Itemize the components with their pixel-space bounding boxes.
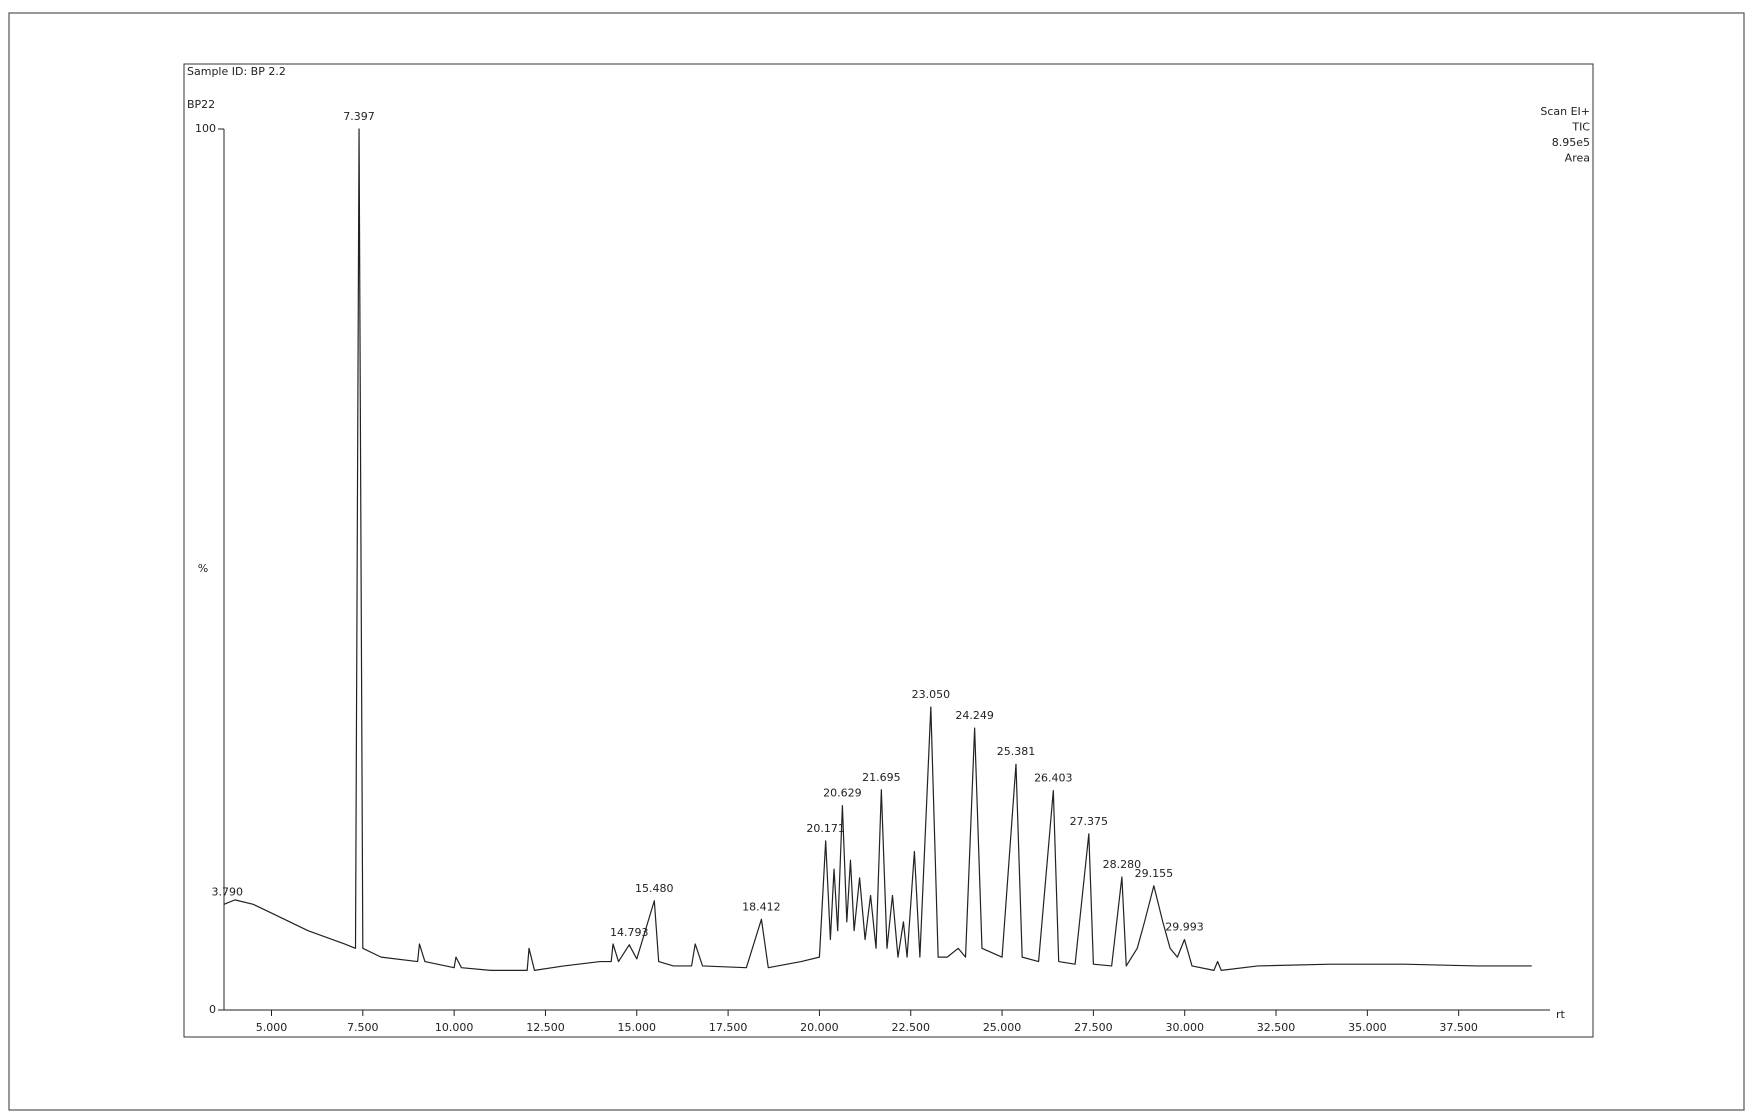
chart-subtitle: BP22	[187, 98, 215, 111]
x-tick-label: 20.000	[800, 1021, 839, 1034]
peak-label: 14.793	[610, 926, 649, 939]
chart-title: Sample ID: BP 2.2	[187, 65, 286, 78]
peak-label: 29.155	[1135, 867, 1174, 880]
annotation: 8.95e5	[1552, 136, 1590, 149]
peak-label: 26.403	[1034, 772, 1073, 785]
y-tick-label: 100	[195, 122, 216, 135]
x-axis-label: rt	[1556, 1008, 1566, 1021]
peak-label: 18.412	[742, 900, 781, 913]
x-tick-label: 37.500	[1439, 1021, 1478, 1034]
annotation: Area	[1565, 152, 1590, 165]
peak-label: 20.629	[823, 787, 862, 800]
peak-label: 7.397	[343, 110, 375, 123]
peak-label: 25.381	[997, 745, 1036, 758]
peak-label: 20.171	[806, 822, 845, 835]
peak-label: 23.050	[912, 688, 951, 701]
y-axis-label: %	[198, 562, 208, 575]
x-tick-label: 10.000	[435, 1021, 474, 1034]
series-name: TIC	[1571, 121, 1590, 134]
x-tick-label: 5.000	[256, 1021, 288, 1034]
x-tick-label: 35.000	[1348, 1021, 1387, 1034]
x-tick-label: 27.500	[1074, 1021, 1113, 1034]
x-tick-label: 25.000	[983, 1021, 1022, 1034]
peak-label: 29.993	[1165, 921, 1204, 934]
peak-label: 21.695	[862, 771, 901, 784]
y-tick-label: 0	[209, 1003, 216, 1016]
peak-label: 24.249	[955, 709, 994, 722]
plot-frame	[183, 63, 1594, 1038]
annotation: Scan EI+	[1540, 105, 1590, 118]
peak-label: 28.280	[1103, 858, 1142, 871]
x-tick-label: 17.500	[709, 1021, 748, 1034]
peak-label: 27.375	[1070, 815, 1109, 828]
trace-line	[223, 128, 1532, 971]
x-tick-label: 32.500	[1257, 1021, 1296, 1034]
peak-label: 3.790	[212, 885, 244, 898]
x-tick-label: 7.500	[347, 1021, 379, 1034]
peak-label: 15.480	[635, 882, 674, 895]
x-tick-label: 15.000	[618, 1021, 657, 1034]
x-tick-label: 12.500	[526, 1021, 565, 1034]
page-frame	[8, 12, 1745, 1111]
x-tick-label: 30.000	[1165, 1021, 1204, 1034]
x-tick-label: 22.500	[891, 1021, 930, 1034]
